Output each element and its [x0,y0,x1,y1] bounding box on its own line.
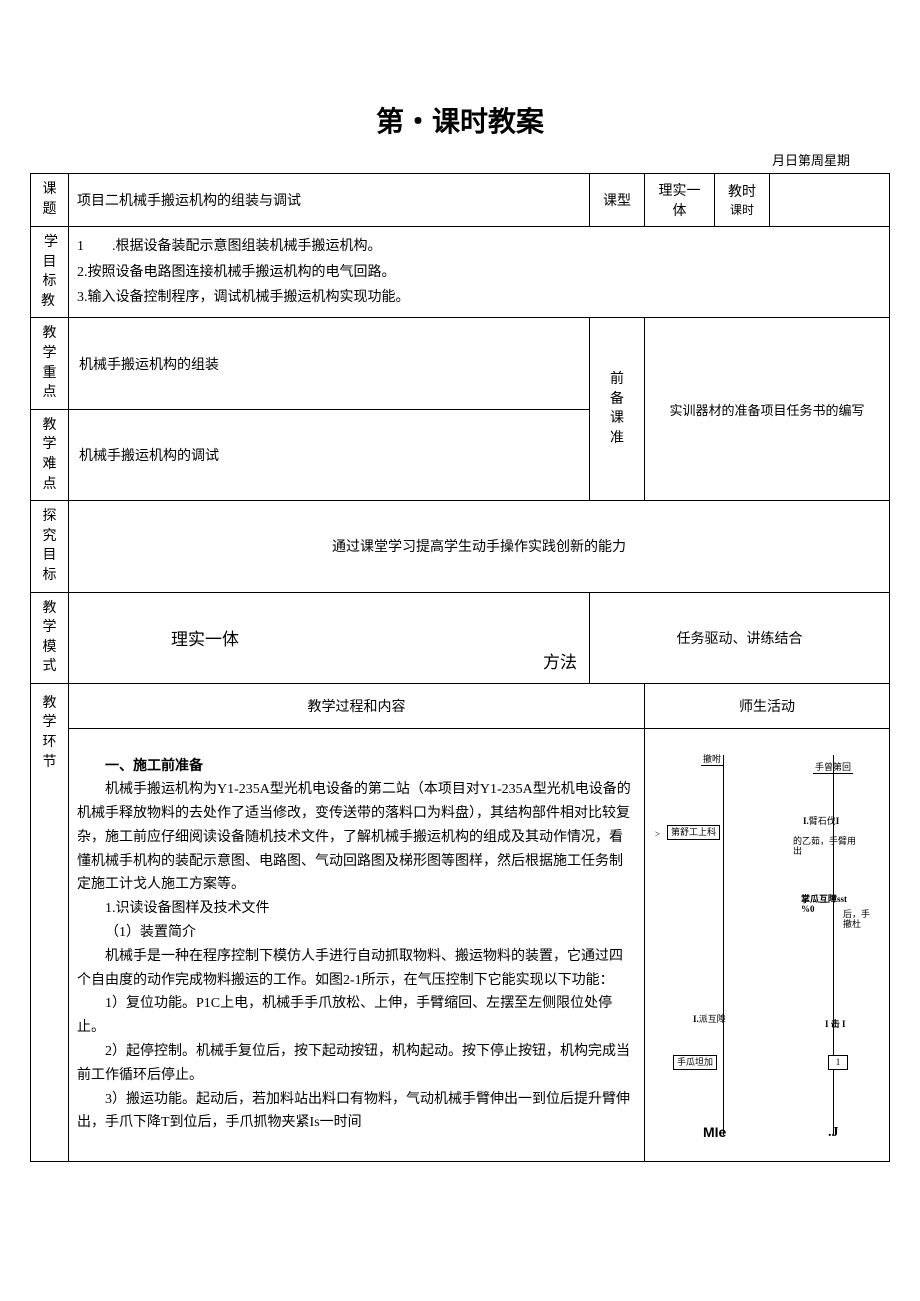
flow-n12: MIe [703,1125,726,1140]
flow-diagram: 撤咐 手曾第回 > 第舒工上科 I.臂石伐I 的乙茹，手臂用出 掌瓜互障sst … [653,735,881,1155]
mode-value: 理实一体 方法 [69,592,590,683]
type-value: 理实一体 [645,174,715,227]
method-label: 方法 [543,648,577,673]
item2: 2）起停控制。机械手复位后，按下起动按钮，机构起动。按下停止按钮，机构完成当前工… [77,1040,636,1088]
flow-vline-left [723,755,724,1135]
obj-item-1: 1 .根据设备装配示意图组装机械手搬运机构。 [77,234,881,259]
obj-char-0: 学 [39,233,60,253]
flow-vline-right [833,755,834,1135]
prep-value: 实训器材的准备项目任务书的编写 [645,318,890,501]
hours-blank [770,174,890,227]
item1: 1）复位功能。P1C上电，机械手手爪放松、上伸，手臂缩回、左摆至左侧限位处停止。 [77,992,636,1040]
objectives-value: 1 .根据设备装配示意图组装机械手搬运机构。 2.按照设备电路图连接机械手搬运机… [69,227,890,318]
obj-char-2: 教 [39,292,60,312]
flow-n1: 撤咐 [701,755,723,766]
mode-label: 教学模式 [31,592,69,683]
flow-n2: 手曾第回 [813,763,853,774]
objectives-label: 学 目标 教 [31,227,69,318]
obj-item-2: 2.按照设备电路图连接机械手搬运机构的电气回路。 [77,260,881,285]
lesson-plan-table: 课题 项目二机械手搬运机构的组装与调试 课型 理实一体 教时课时 学 目标 教 … [30,173,890,1162]
keypoint-value: 机械手搬运机构的组装 [69,318,590,409]
topic-value: 项目二机械手搬运机构的组装与调试 [69,174,590,227]
page-title: 第・课时教案 [30,100,890,140]
topic-label: 课题 [31,174,69,227]
flow-n9-text: 击 [831,1019,840,1029]
process-content: 一、施工前准备 机械手搬运机构为Y1-235A型光机电设备的第二站（本项目对Y1… [69,728,645,1161]
inquiry-label: 探究目标 [31,501,69,592]
process-label: 教学过程和内容 [69,683,645,728]
method-value: 任务驱动、讲练结合 [590,592,890,683]
obj-item-3: 3.输入设备控制程序，调试机械手搬运机构实现功能。 [77,285,881,310]
prep-label: 前备课准 [590,318,645,501]
mode-value-text: 理实一体 [171,630,239,649]
section1-title: 一、施工前准备 [105,759,203,774]
obj-char-1: 目标 [39,253,60,292]
keypoint-label: 教学重点 [31,318,69,409]
sub1: 1.识读设备图样及技术文件 [77,897,636,921]
hours-label-text: 教时 [728,185,756,200]
difficulty-label: 教学难点 [31,409,69,500]
flow-n8-text: 派互障 [699,1014,726,1024]
flow-n4: I.臂石伐I [803,817,839,827]
flow-n11: 1 [828,1055,848,1070]
flow-n8: I.派互障 [693,1015,726,1025]
inquiry-value: 通过课堂学习提高学生动手操作实践创新的能力 [69,501,890,592]
flow-n7: 后，手撤杜 [843,910,873,930]
flow-n13: .J [828,1125,839,1140]
flow-angle: > [655,830,660,840]
flow-n5: 的乙茹，手臂用出 [793,837,863,857]
flow-n10: 手瓜坦加 [673,1055,717,1070]
flow-n3: 第舒工上科 [667,825,720,840]
hours-value: 课时 [730,203,754,217]
flow-n4-text: 臂石伐 [809,816,836,826]
hours-label: 教时课时 [715,174,770,227]
item3: 3）搬运功能。起动后，若加料站出料口有物料，气动机械手臂伸出一到位后提升臂伸出，… [77,1088,636,1136]
para2: 机械手是一种在程序控制下模仿人手进行自动抓取物料、搬运物料的装置，它通过四个自由… [77,945,636,993]
steps-label: 教学环节 [31,683,69,1161]
para1: 机械手搬运机构为Y1-235A型光机电设备的第二站（本项目对Y1-235A型光机… [77,778,636,897]
type-label: 课型 [590,174,645,227]
difficulty-value: 机械手搬运机构的调试 [69,409,590,500]
activity-label: 师生活动 [645,683,890,728]
date-line: 月日第周星期 [30,150,890,169]
flow-n9: I 击 I [825,1020,846,1030]
sub1-1: （1）装置简介 [77,921,636,945]
activity-content: 撤咐 手曾第回 > 第舒工上科 I.臂石伐I 的乙茹，手臂用出 掌瓜互障sst … [645,728,890,1161]
